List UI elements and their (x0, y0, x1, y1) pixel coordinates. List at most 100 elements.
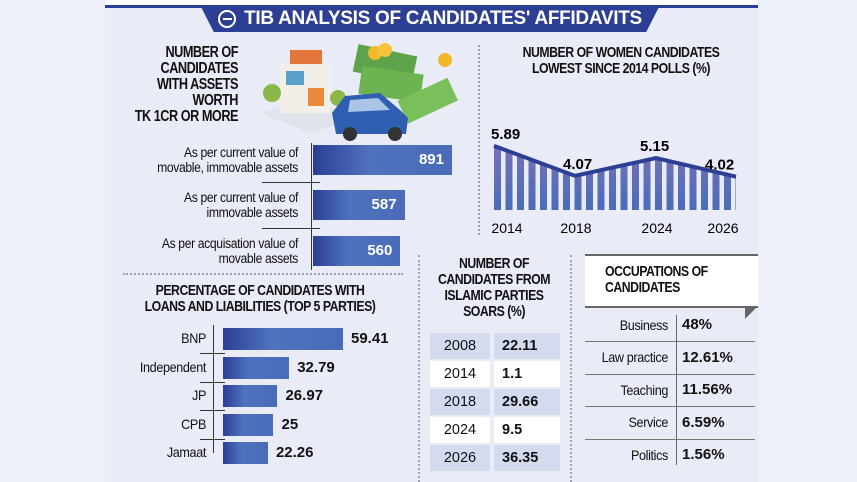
year-cell: 2008 (430, 333, 494, 361)
women-line-chart: 5.89 2014 4.07 2018 5.15 2024 4.02 2026 (491, 126, 739, 236)
table-row: 2014 1.1 (430, 360, 560, 389)
occupation-label: Law practice (601, 349, 669, 365)
women-line (493, 143, 737, 179)
value-cell: 9.5 (492, 416, 560, 445)
party-label: JP (192, 387, 206, 403)
occupations-header: OCCUPATIONS OF CANDIDATES (585, 254, 758, 308)
assets-title-line: WORTH (192, 92, 238, 109)
value-cell: 29.66 (492, 388, 560, 417)
party-divider (200, 438, 225, 440)
loans-axis (213, 325, 214, 453)
occupation-label: Business (619, 316, 669, 333)
party-bar (223, 413, 274, 436)
section-divider (478, 45, 480, 235)
women-year-label: 2024 (641, 220, 672, 236)
year-cell: 2018 (430, 388, 494, 417)
women-value-label: 5.15 (640, 138, 669, 155)
occupation-row: Teaching 11.56% (585, 374, 755, 405)
page-title: TIB ANALYSIS OF CANDIDATES' AFFIDAVITS (244, 7, 642, 29)
section-divider (418, 255, 420, 482)
party-divider (200, 381, 225, 383)
loans-title: PERCENTAGE OF CANDIDATES WITH LOANS AND … (110, 283, 410, 315)
stripe (735, 145, 736, 210)
value-cell: 22.11 (492, 333, 560, 361)
occupations-axis (676, 315, 677, 465)
islamic-title: NUMBER OF CANDIDATES FROM ISLAMIC PARTIE… (422, 256, 566, 320)
occupation-value: 11.56% (682, 381, 733, 398)
islamic-title-line: SOARS (%) (463, 303, 525, 320)
assets-divider (262, 228, 320, 229)
party-value: 26.97 (285, 387, 324, 404)
party-bar (223, 442, 268, 464)
occupation-label: Teaching (620, 381, 668, 398)
party-bar (223, 385, 278, 407)
party-label: BNP (181, 330, 206, 346)
islamic-parties-table: 2008 22.11 2014 1.1 2018 29.66 2024 9.5 2026 36.3… (430, 333, 560, 473)
women-year-label: 2026 (707, 220, 738, 236)
assets-title-line: TK 1CR OR MORE (134, 108, 239, 125)
stripe (632, 145, 639, 210)
occupation-value: 48% (682, 316, 713, 333)
loans-title-line: LOANS AND LIABILITIES (TOP 5 PARTIES) (144, 298, 376, 315)
stripe (655, 145, 662, 210)
asset-label-line: movable assets (218, 251, 299, 266)
assets-title-line: NUMBER OF (165, 44, 238, 61)
asset-label-line: As per acquisation value of (161, 236, 299, 251)
occupation-divider (585, 373, 755, 375)
asset-label-line: As per current value of (184, 190, 298, 205)
stripe (643, 145, 651, 210)
party-label: Jamaat (166, 444, 207, 460)
stripe (666, 145, 674, 210)
stripe (540, 145, 547, 210)
house-car-money-illustration (260, 43, 458, 141)
table-row: 2008 22.11 (430, 333, 560, 361)
occupations-title-line: CANDIDATES (605, 279, 680, 296)
occupation-divider (585, 406, 755, 407)
party-divider (200, 410, 225, 411)
women-value-label: 4.02 (705, 157, 734, 174)
assets-divider (262, 182, 320, 183)
party-label: Independent (139, 358, 206, 375)
occupation-divider (585, 341, 755, 342)
stripe (597, 145, 605, 210)
title-banner: TIB ANALYSIS OF CANDIDATES' AFFIDAVITS (200, 5, 660, 32)
asset-label-line: movable, immovable assets (157, 160, 298, 175)
women-year-label: 2014 (491, 220, 522, 236)
women-title-line: LOWEST SINCE 2014 POLLS (%) (531, 60, 711, 77)
section-divider (123, 273, 403, 275)
islamic-title-line: CANDIDATES FROM (438, 271, 550, 288)
assets-title-line: CANDIDATES (160, 60, 239, 77)
table-row: 2024 9.5 (430, 416, 560, 445)
stripe (517, 145, 524, 210)
value-cell: 1.1 (492, 360, 560, 389)
islamic-title-line: ISLAMIC PARTIES (444, 287, 544, 304)
stripe (505, 145, 513, 210)
stripe (586, 145, 593, 210)
occupation-divider (585, 438, 755, 440)
women-title: NUMBER OF WOMEN CANDIDATES LOWEST SINCE … (485, 45, 757, 77)
stripe (609, 145, 616, 210)
occupation-row: Politics 1.56% (585, 439, 755, 470)
women-year-label: 2018 (560, 220, 591, 236)
stripe (563, 145, 570, 210)
occupation-value: 6.59% (682, 413, 725, 431)
year-cell: 2024 (430, 416, 494, 445)
occupation-value: 1.56% (682, 446, 725, 463)
value-cell: 36.35 (492, 444, 560, 473)
stripe (689, 145, 697, 210)
islamic-title-line: NUMBER OF (458, 255, 530, 272)
assets-title-line: WITH ASSETS (157, 76, 238, 93)
assets-title: NUMBER OF CANDIDATES WITH ASSETS WORTH T… (110, 44, 239, 125)
party-divider (200, 353, 225, 354)
occupations-title: OCCUPATIONS OF CANDIDATES (585, 256, 758, 296)
occupation-row: Business 48% (585, 309, 755, 340)
asset-bar (313, 236, 401, 266)
stripe (712, 145, 720, 210)
asset-label: As per current value of movable, immovabl… (110, 145, 298, 175)
women-value-label: 4.07 (563, 156, 592, 173)
party-bar (223, 356, 290, 379)
asset-label: As per current value of immovable assets (110, 190, 298, 220)
section-divider (570, 255, 572, 482)
stripe (724, 145, 731, 210)
stripe (620, 145, 628, 210)
